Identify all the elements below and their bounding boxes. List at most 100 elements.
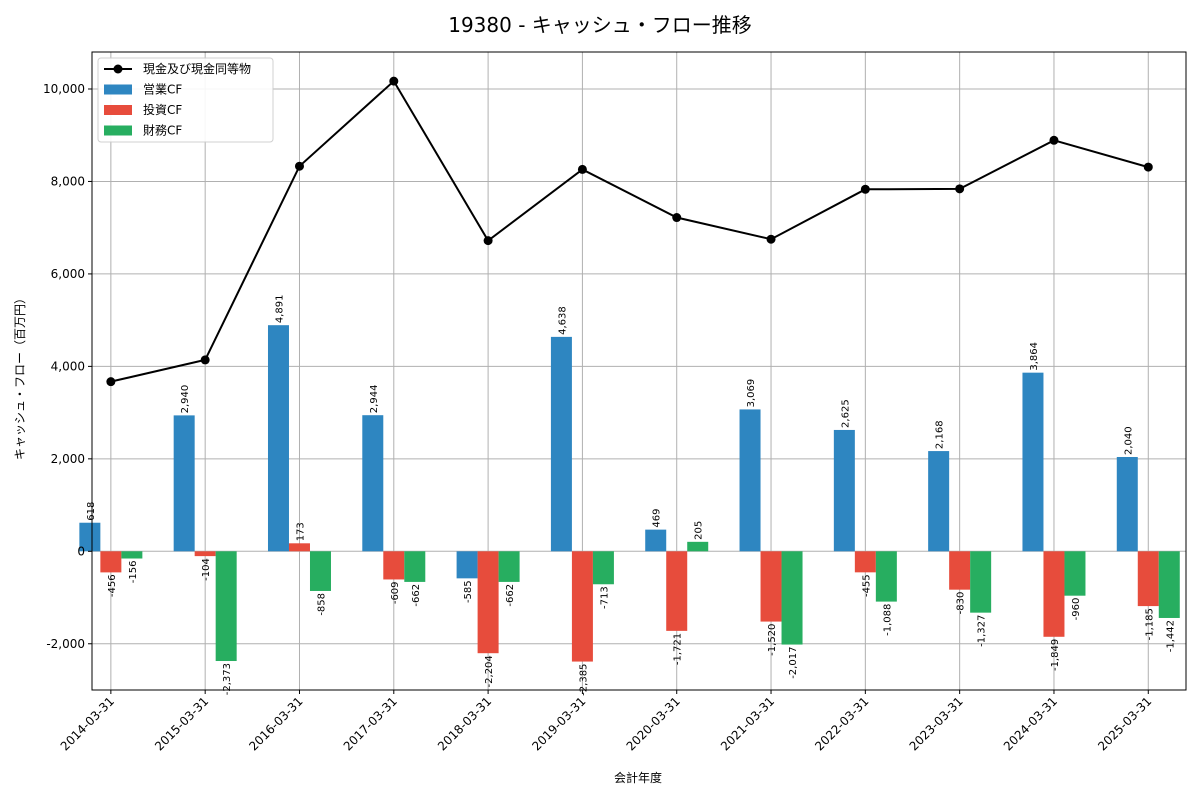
bar <box>833 429 855 552</box>
bar-value-label: -662 <box>505 584 516 607</box>
cash-point <box>766 234 776 244</box>
x-tick-label: 2018-03-31 <box>435 694 494 753</box>
bar <box>1116 456 1138 552</box>
legend-label: 投資CF <box>143 102 182 117</box>
bar-value-label: 3,069 <box>746 379 757 408</box>
bar-value-label: -2,017 <box>788 647 799 679</box>
bar-value-label: -1,185 <box>1144 608 1155 640</box>
bar <box>781 551 803 645</box>
cash-point <box>672 213 682 223</box>
bar-value-label: -960 <box>1071 598 1082 621</box>
y-tick-label: 4,000 <box>51 359 85 373</box>
y-axis-label: キャッシュ・フロー（百万円） <box>13 292 27 460</box>
legend-box <box>97 57 274 143</box>
bar <box>383 551 405 580</box>
bar-value-label: -858 <box>316 593 327 616</box>
bar <box>928 451 950 552</box>
cash-point <box>955 184 965 194</box>
x-tick-label: 2015-03-31 <box>152 694 211 753</box>
bar <box>404 551 426 582</box>
bar <box>1158 551 1180 618</box>
bar-value-label: -2,204 <box>484 655 495 687</box>
bar <box>949 551 971 590</box>
cash-point <box>106 377 116 387</box>
bar <box>875 551 897 602</box>
bar-value-label: 173 <box>295 522 306 541</box>
plot-frame <box>91 51 1187 691</box>
bar-value-label: -1,442 <box>1165 620 1176 652</box>
cash-point <box>200 355 210 365</box>
bar-value-label: -662 <box>411 584 422 607</box>
bar-value-label: -456 <box>107 574 118 597</box>
bar <box>79 522 101 552</box>
bar-value-label: 2,168 <box>935 420 946 449</box>
x-tick-label: 2025-03-31 <box>1095 694 1154 753</box>
bar-value-label: 469 <box>652 509 663 528</box>
bar <box>687 541 709 552</box>
y-tick-label: -2,000 <box>46 637 85 651</box>
cash-point <box>294 161 304 171</box>
legend-bar-swatch <box>104 84 132 95</box>
legend-label: 財務CF <box>143 123 182 138</box>
bar <box>173 415 195 552</box>
chart-title: 19380 - キャッシュ・フロー推移 <box>448 13 752 37</box>
bar <box>739 409 761 552</box>
x-tick-label: 2021-03-31 <box>718 694 777 753</box>
bar-value-label: 618 <box>86 502 97 521</box>
legend-label: 営業CF <box>143 83 182 97</box>
bar <box>498 551 520 582</box>
bar-value-label: 4,891 <box>274 295 285 324</box>
legend-bar-swatch <box>104 125 132 136</box>
bar-value-label: 2,940 <box>180 385 191 414</box>
x-axis-label: 会計年度 <box>614 770 662 785</box>
bar <box>970 551 992 613</box>
bar <box>477 551 499 654</box>
bar-value-label: 2,040 <box>1123 426 1134 455</box>
grid-layer <box>92 52 1186 690</box>
bar <box>121 551 143 559</box>
bar <box>592 551 614 585</box>
bar <box>288 543 310 552</box>
cash-point <box>860 184 870 194</box>
bar-value-label: -713 <box>599 586 610 609</box>
x-tick-label: 2022-03-31 <box>812 694 871 753</box>
bar-value-label: 205 <box>694 521 705 540</box>
legend-bar-swatch <box>104 105 132 115</box>
bar-value-label: 2,625 <box>840 399 851 428</box>
legend-marker <box>113 64 123 74</box>
bar-value-label: -1,327 <box>977 615 988 647</box>
bar-value-label: -1,849 <box>1050 639 1061 671</box>
bar-value-label: -104 <box>201 558 212 581</box>
bar <box>215 551 237 662</box>
cash-point <box>1049 135 1059 145</box>
bar <box>854 551 876 573</box>
bar <box>666 551 688 631</box>
bar <box>760 551 782 622</box>
cash-point <box>577 164 587 174</box>
cash-point <box>1143 162 1153 172</box>
bar <box>1043 551 1065 637</box>
y-tick-label: 6,000 <box>51 267 85 281</box>
x-tick-label: 2014-03-31 <box>58 694 117 753</box>
bar-value-label: -609 <box>390 581 401 604</box>
bar-value-label: 2,944 <box>369 385 380 414</box>
bar <box>1022 372 1044 552</box>
bar-value-label: 3,864 <box>1029 342 1040 371</box>
bar-value-label: -2,373 <box>222 663 233 695</box>
bar-value-label: -1,721 <box>673 633 684 665</box>
x-tick-label: 2017-03-31 <box>341 694 400 753</box>
x-tick-label: 2023-03-31 <box>907 694 966 753</box>
bar-value-label: -585 <box>463 580 474 603</box>
bar <box>1137 551 1159 607</box>
bar-value-label: -1,520 <box>767 624 778 656</box>
cash-line <box>110 79 1149 383</box>
bar <box>194 551 216 557</box>
y-tick-label: 8,000 <box>51 174 85 188</box>
bar-value-label: -455 <box>861 574 872 597</box>
bar <box>1064 551 1086 596</box>
legend-label: 現金及び現金同等物 <box>143 61 251 76</box>
y-tick-label: 10,000 <box>43 82 85 96</box>
bars-layer <box>79 325 1180 662</box>
